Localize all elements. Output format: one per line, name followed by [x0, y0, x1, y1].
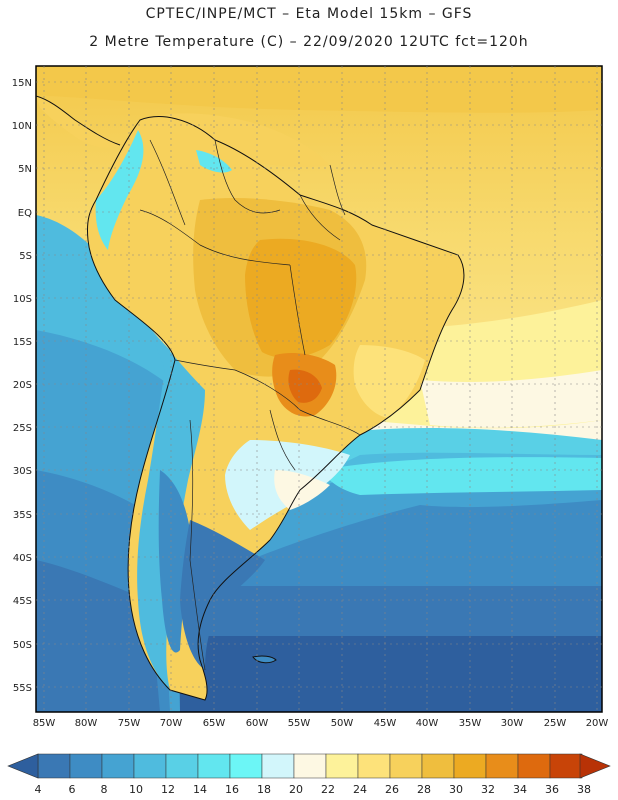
colorbar-swatch	[357, 753, 391, 779]
colorbar-label: 36	[545, 783, 559, 796]
latitude-axis: 15N 10N 5N EQ 5S 10S 15S 20S 25S 30S 35S…	[12, 78, 32, 694]
lat-label: 25S	[13, 423, 32, 434]
colorbar-label: 22	[321, 783, 335, 796]
longitude-axis: 85W 80W 75W 70W 65W 60W 55W 50W 45W 40W …	[33, 718, 609, 729]
colorbar-label: 34	[513, 783, 527, 796]
colorbar-swatch	[389, 753, 423, 779]
colorbar-swatch	[229, 753, 263, 779]
lat-label: 10N	[12, 121, 32, 132]
colorbar-swatch	[197, 753, 231, 779]
lon-label: 50W	[331, 718, 354, 729]
lat-label: 5S	[19, 251, 32, 262]
lat-label: 55S	[13, 683, 32, 694]
colorbar-swatch	[133, 753, 167, 779]
colorbar-label: 26	[385, 783, 399, 796]
lat-label: 15N	[12, 78, 32, 89]
colorbar-swatch	[293, 753, 327, 779]
colorbar-label: 20	[289, 783, 303, 796]
colorbar-swatch	[421, 753, 455, 779]
lon-label: 55W	[288, 718, 311, 729]
temperature-field	[36, 66, 602, 712]
colorbar-label: 8	[101, 783, 108, 796]
colorbar-right-arrow	[579, 753, 611, 779]
colorbar-label: 6	[69, 783, 76, 796]
colorbar-swatch	[261, 753, 295, 779]
lon-label: 30W	[501, 718, 524, 729]
colorbar-swatch	[549, 753, 583, 779]
lat-label: 15S	[13, 337, 32, 348]
colorbar-label: 4	[35, 783, 42, 796]
lon-label: 80W	[75, 718, 98, 729]
title-line-2: 2 Metre Temperature (C) – 22/09/2020 12U…	[89, 34, 529, 50]
lon-label: 85W	[33, 718, 56, 729]
colorbar: 4 6 8 10 12 14 16 18 20 22 24 26 28 30 3…	[7, 753, 611, 796]
colorbar-swatch	[485, 753, 519, 779]
lat-label: 10S	[13, 294, 32, 305]
lat-label: EQ	[18, 208, 32, 219]
colorbar-swatch	[325, 753, 359, 779]
lon-label: 40W	[416, 718, 439, 729]
colorbar-label: 18	[257, 783, 271, 796]
lon-label: 65W	[203, 718, 226, 729]
colorbar-label: 28	[417, 783, 431, 796]
colorbar-swatch	[453, 753, 487, 779]
colorbar-label: 30	[449, 783, 463, 796]
colorbar-label: 38	[577, 783, 591, 796]
colorbar-left-arrow	[7, 753, 39, 779]
map-frame	[35, 65, 603, 713]
colorbar-swatch	[165, 753, 199, 779]
colorbar-swatch	[517, 753, 551, 779]
colorbar-swatch	[69, 753, 103, 779]
lat-label: 35S	[13, 510, 32, 521]
colorbar-label: 10	[129, 783, 143, 796]
lon-label: 70W	[160, 718, 183, 729]
lon-label: 20W	[586, 718, 609, 729]
country-borders	[139, 139, 361, 671]
colorbar-swatch	[101, 753, 135, 779]
colorbar-swatches	[37, 753, 583, 779]
lat-label: 40S	[13, 553, 32, 564]
lon-label: 75W	[118, 718, 141, 729]
lon-label: 60W	[246, 718, 269, 729]
lat-label: 20S	[13, 380, 32, 391]
lat-label: 45S	[13, 596, 32, 607]
colorbar-label: 14	[193, 783, 207, 796]
graticule	[36, 66, 602, 712]
lat-label: 50S	[13, 640, 32, 651]
colorbar-label: 16	[225, 783, 239, 796]
lon-label: 35W	[459, 718, 482, 729]
colorbar-label: 32	[481, 783, 495, 796]
colorbar-label: 12	[161, 783, 175, 796]
colorbar-swatch	[37, 753, 71, 779]
lon-label: 25W	[544, 718, 567, 729]
lat-label: 5N	[18, 164, 32, 175]
title-line-1: CPTEC/INPE/MCT – Eta Model 15km – GFS	[145, 6, 473, 22]
lon-label: 45W	[374, 718, 397, 729]
colorbar-label: 24	[353, 783, 367, 796]
lat-label: 30S	[13, 466, 32, 477]
